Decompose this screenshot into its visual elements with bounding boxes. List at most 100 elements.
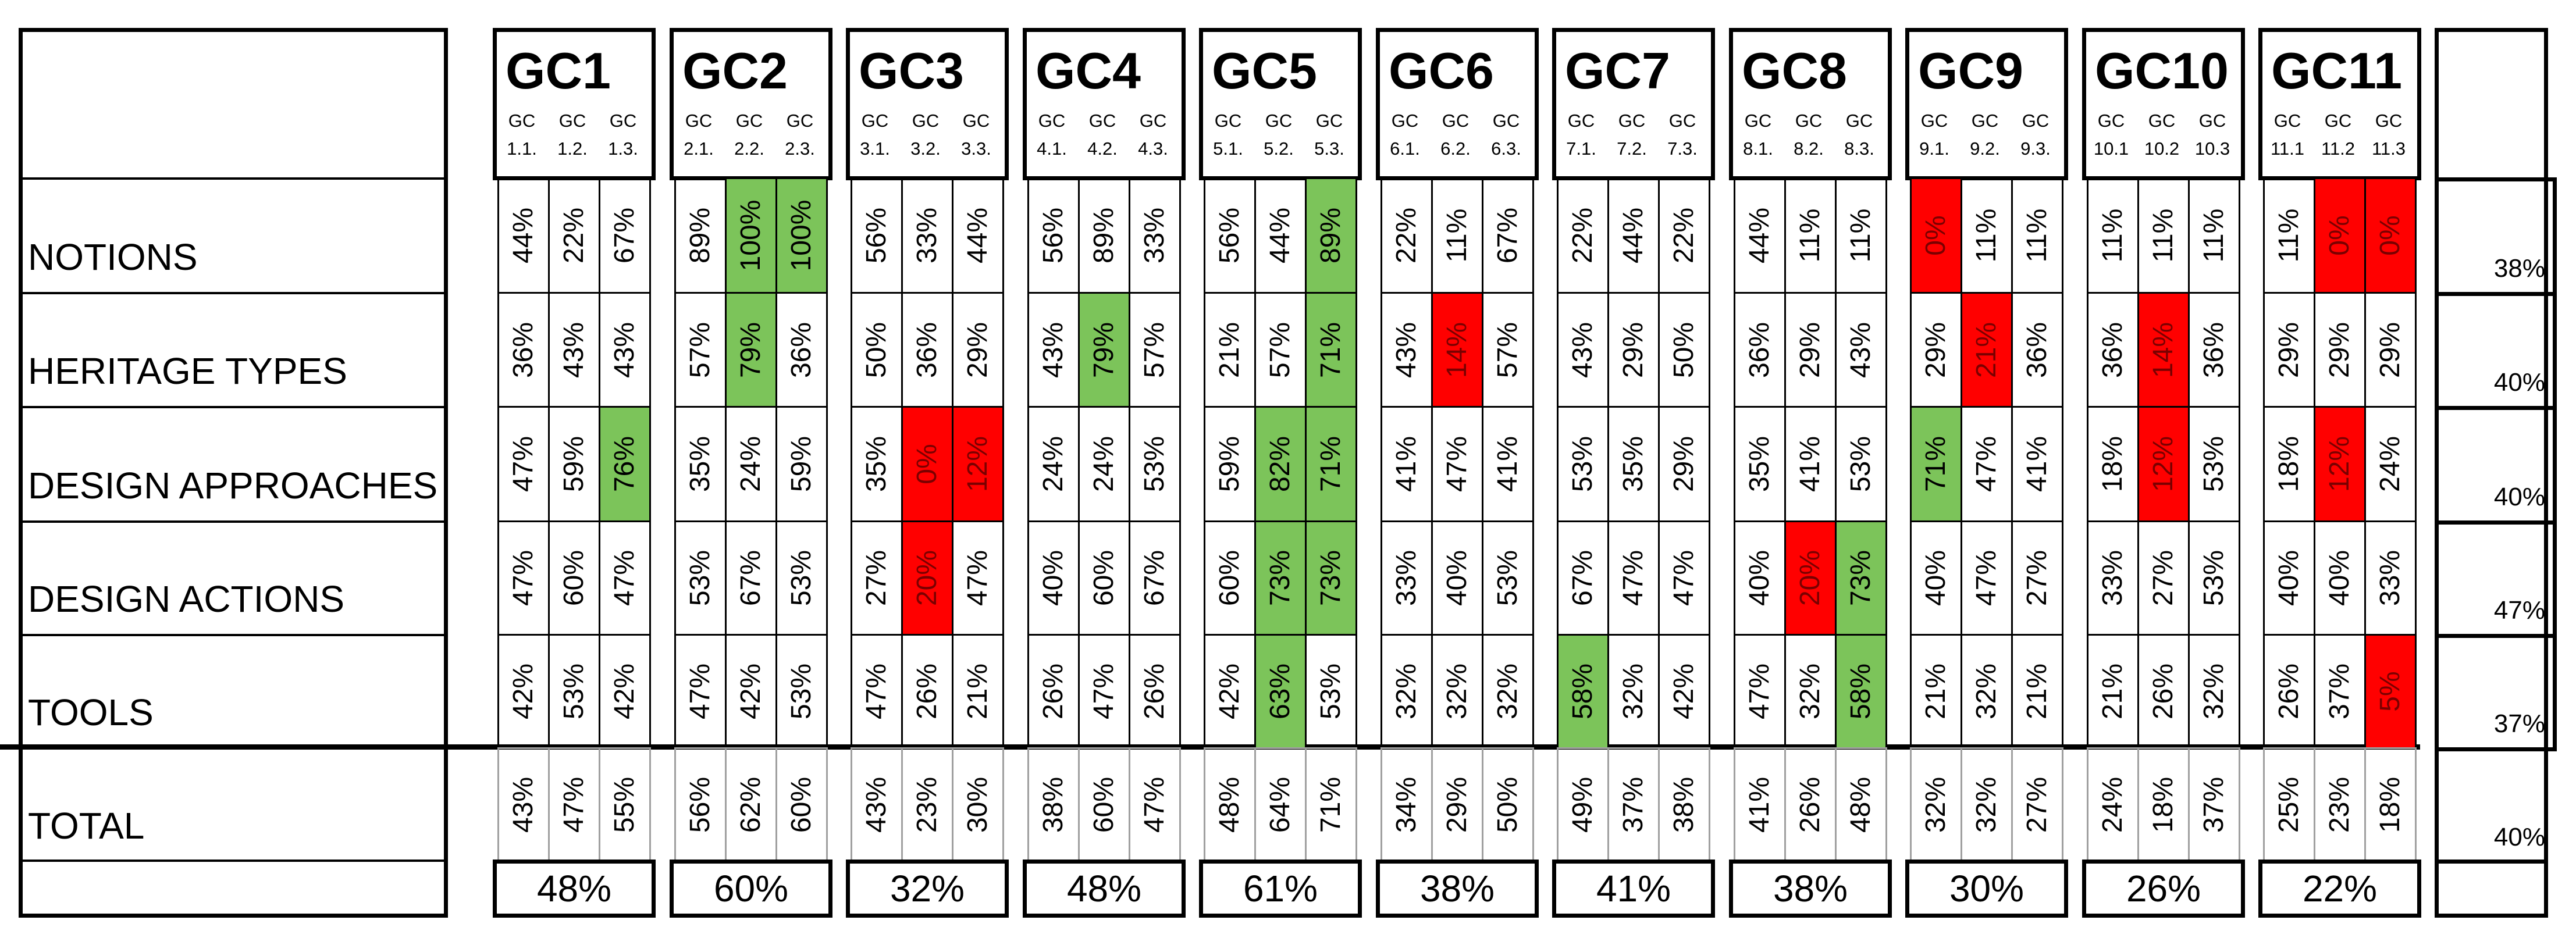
group-average: 61% [1199, 860, 1362, 918]
subcode-number: 1.1. [507, 138, 537, 159]
cell-value: 0% [912, 444, 942, 484]
row-average: 37% [2493, 709, 2545, 738]
table-cell: 35% [674, 406, 727, 522]
table-cell: 49% [1557, 747, 1609, 862]
table-cell: 43% [548, 292, 600, 408]
table-cell: 27% [851, 520, 903, 636]
cell-value: 11% [1442, 208, 1472, 263]
table-cell: 37% [1607, 747, 1660, 862]
table-cell: 41% [2011, 406, 2063, 522]
cell-value: 53% [786, 550, 817, 607]
subcode-number: 4.2. [1087, 138, 1118, 159]
row-label-design-actions: DESIGN ACTIONS [28, 578, 345, 620]
cell-value: 44% [508, 207, 539, 264]
subcode-prefix: GC [1391, 110, 1419, 131]
group-title: GC7 [1565, 42, 1670, 99]
cell-value: 50% [1668, 322, 1699, 378]
group-average: 41% [1552, 860, 1715, 918]
row-divider [19, 406, 448, 408]
table-cell: 53% [2188, 520, 2240, 636]
table-cell: 22% [1557, 177, 1609, 294]
table-cell: 53% [1835, 406, 1887, 522]
cell-value: 20% [912, 550, 942, 607]
row-average: 40% [2493, 483, 2545, 511]
subcode-number: 1.3. [608, 138, 638, 159]
cell-value: 23% [912, 776, 942, 833]
table-cell: 32% [1961, 634, 2013, 749]
table-cell: 11% [2137, 177, 2190, 294]
cell-value: 18% [2148, 776, 2179, 833]
table-cell: 42% [599, 634, 651, 749]
cell-value: 21% [1214, 322, 1245, 378]
table-cell: 47% [1734, 634, 1786, 749]
cell-value: 42% [508, 663, 539, 720]
cell-value: 42% [735, 663, 766, 720]
cell-value: 11% [2273, 208, 2304, 263]
table-cell: 29% [1607, 292, 1660, 408]
cell-value: 47% [558, 776, 589, 833]
row-divider [19, 292, 448, 294]
subcode-number: 3.1. [860, 138, 890, 159]
table-cell: 47% [497, 520, 550, 636]
cell-value: 41% [1795, 436, 1826, 493]
cell-value: 60% [1214, 550, 1245, 607]
group-title: GC2 [682, 42, 788, 99]
table-cell: 40% [1734, 520, 1786, 636]
subcode-number: 6.2. [1440, 138, 1471, 159]
subcode-prefix: GC [1492, 110, 1520, 131]
table-cell: 57% [674, 292, 727, 408]
table-cell: 42% [497, 634, 550, 749]
table-cell: 11% [1835, 177, 1887, 294]
cell-value: 26% [912, 663, 942, 720]
subcode-number: 4.1. [1037, 138, 1067, 159]
table-cell: 36% [2188, 292, 2240, 408]
subcode-prefix: GC [786, 110, 814, 131]
table-cell: 38% [1658, 747, 1710, 862]
cell-value: 40% [1744, 550, 1775, 607]
cell-value: 47% [609, 550, 640, 607]
cell-value: 11% [1795, 208, 1826, 263]
cell-value: 56% [1214, 207, 1245, 264]
subcode-number: 8.1. [1743, 138, 1773, 159]
table-cell: 33% [2364, 520, 2417, 636]
table-cell: 47% [548, 747, 600, 862]
table-cell: 58% [1835, 634, 1887, 749]
cell-value: 53% [1567, 436, 1598, 493]
table-cell: 59% [775, 406, 828, 522]
table-cell: 79% [725, 292, 777, 408]
cell-value: 47% [1744, 663, 1775, 720]
table-cell: 44% [497, 177, 550, 294]
table-cell: 36% [901, 292, 953, 408]
table-cell: 60% [548, 520, 600, 636]
cell-value: 29% [1442, 776, 1472, 833]
table-cell: 24% [2087, 747, 2139, 862]
subcode-prefix: GC [1845, 110, 1873, 131]
cell-value: 53% [558, 663, 589, 720]
cell-value: 36% [2022, 322, 2052, 378]
table-cell: 33% [1129, 177, 1181, 294]
cell-value: 60% [558, 550, 589, 607]
table-cell: 79% [1078, 292, 1130, 408]
group-title: GC3 [859, 42, 964, 99]
subcode-prefix: GC [609, 110, 637, 131]
cell-value: 11% [2198, 208, 2229, 263]
table-cell: 35% [1607, 406, 1660, 522]
cell-value: 41% [1492, 436, 1523, 493]
subcode-number: 3.3. [961, 138, 991, 159]
row-label-total: TOTAL [28, 805, 145, 847]
table-cell: 44% [1254, 177, 1307, 294]
group-title: GC1 [506, 42, 611, 99]
cell-value: 35% [1618, 436, 1649, 493]
cell-value: 12% [2324, 436, 2355, 493]
cell-value: 67% [1492, 207, 1523, 264]
table-cell: 53% [548, 634, 600, 749]
cell-value: 48% [1845, 776, 1876, 833]
cell-value: 53% [1492, 550, 1523, 607]
table-cell: 58% [1557, 634, 1609, 749]
cell-value: 18% [2097, 436, 2128, 493]
row-average: 38% [2493, 254, 2545, 283]
table-cell: 44% [952, 177, 1004, 294]
table-cell: 21% [1910, 634, 1962, 749]
table-cell: 53% [1557, 406, 1609, 522]
